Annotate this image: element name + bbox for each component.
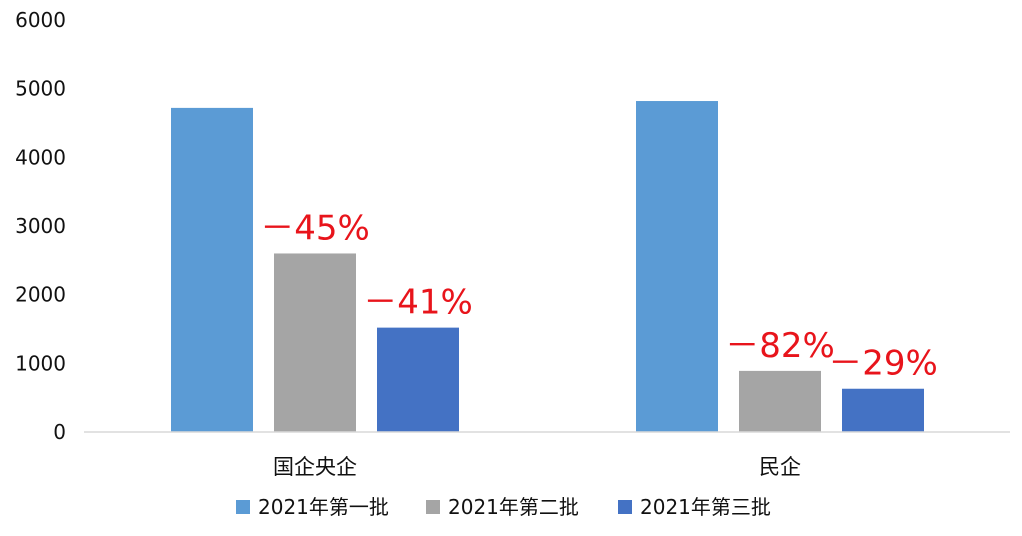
bar xyxy=(274,253,356,432)
y-tick-label: 0 xyxy=(53,420,66,444)
x-tick-label: 民企 xyxy=(759,455,801,479)
legend-swatch xyxy=(236,500,250,514)
change-annotation: －29% xyxy=(828,344,938,384)
legend-item: 2021年第一批 xyxy=(236,495,389,519)
legend-item: 2021年第二批 xyxy=(426,495,579,519)
y-axis: 0 1000 2000 3000 4000 5000 6000 xyxy=(15,8,66,444)
legend-label: 2021年第一批 xyxy=(258,495,389,519)
legend: 2021年第一批 2021年第二批 2021年第三批 xyxy=(236,495,771,519)
change-annotation: －41% xyxy=(363,283,473,323)
bars xyxy=(171,101,924,432)
bar xyxy=(842,388,924,432)
y-tick-label: 5000 xyxy=(15,77,66,101)
y-tick-label: 4000 xyxy=(15,145,66,169)
bar xyxy=(636,101,718,432)
legend-label: 2021年第二批 xyxy=(448,495,579,519)
x-axis: 国企央企 民企 xyxy=(273,455,801,479)
legend-item: 2021年第三批 xyxy=(618,495,771,519)
change-annotation: －82% xyxy=(725,326,835,366)
y-tick-label: 3000 xyxy=(15,214,66,238)
bar xyxy=(171,107,253,432)
y-tick-label: 1000 xyxy=(15,351,66,375)
legend-label: 2021年第三批 xyxy=(640,495,771,519)
y-tick-label: 6000 xyxy=(15,8,66,32)
bar xyxy=(739,370,821,432)
change-annotation: －45% xyxy=(260,208,370,248)
x-tick-label: 国企央企 xyxy=(273,455,357,479)
legend-swatch xyxy=(426,500,440,514)
legend-swatch xyxy=(618,500,632,514)
annotations: －45% －41% －82%－29% xyxy=(260,208,938,383)
y-tick-label: 2000 xyxy=(15,283,66,307)
bar xyxy=(377,327,459,432)
